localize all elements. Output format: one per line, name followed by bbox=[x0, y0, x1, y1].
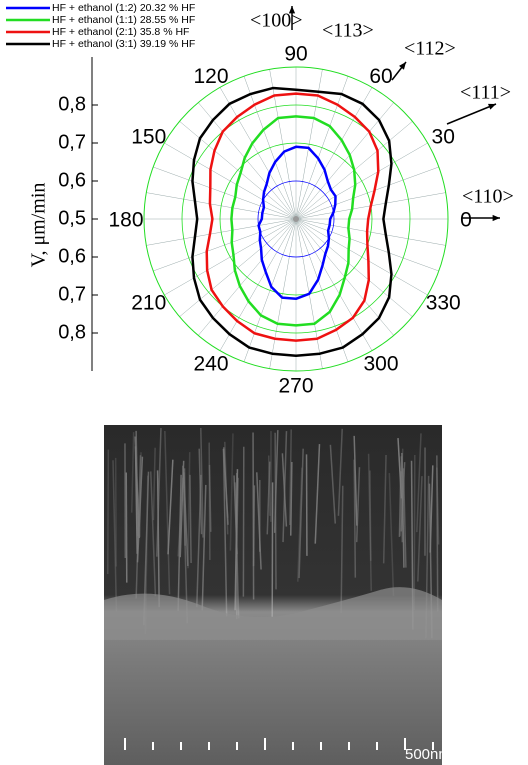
y-axis-title: V, μm/min bbox=[28, 183, 50, 268]
y-tick-label: 0,6 bbox=[58, 245, 86, 267]
sem-image: 500nm bbox=[104, 425, 451, 765]
arrow-head bbox=[488, 103, 496, 110]
theta-tick-label: 330 bbox=[426, 292, 461, 315]
theta-tick-label: 150 bbox=[131, 126, 166, 149]
theta-tick-label: 180 bbox=[108, 209, 143, 232]
direction-label: <100> bbox=[250, 10, 303, 32]
series-line bbox=[205, 92, 380, 342]
series-line bbox=[191, 86, 393, 358]
r-outer-circle bbox=[143, 66, 449, 372]
y-tick-label: 0,8 bbox=[58, 321, 86, 343]
theta-tick-label: 60 bbox=[369, 65, 392, 88]
y-tick-label: 0,7 bbox=[58, 283, 86, 305]
r-grid-circle bbox=[181, 104, 411, 334]
direction-label: <110> bbox=[462, 186, 514, 208]
theta-tick-label: 210 bbox=[131, 292, 166, 315]
arrow-head bbox=[288, 6, 296, 14]
arrow-head bbox=[399, 62, 406, 70]
series-line bbox=[257, 145, 337, 301]
direction-arrow bbox=[446, 103, 497, 125]
theta-tick-label: 240 bbox=[193, 352, 228, 375]
y-tick-label: 0,6 bbox=[58, 169, 86, 191]
scale-label: 500nm bbox=[405, 746, 451, 763]
theta-tick-label: 120 bbox=[193, 65, 228, 88]
y-tick-label: 0,5 bbox=[58, 207, 86, 229]
arrow-head bbox=[492, 214, 500, 222]
direction-label: <111> bbox=[460, 82, 511, 104]
theta-tick-label: 270 bbox=[278, 375, 313, 398]
legend-label: HF + ethanol (1:2) 20.32 % HF bbox=[52, 2, 195, 14]
theta-tick-label: 90 bbox=[284, 43, 307, 66]
y-tick-label: 0,8 bbox=[58, 93, 86, 115]
y-tick-label: 0,7 bbox=[58, 131, 86, 153]
legend-label: HF + ethanol (3:1) 39.19 % HF bbox=[52, 38, 195, 50]
series-line bbox=[230, 115, 357, 327]
theta-tick-label: 0 bbox=[460, 209, 472, 232]
direction-label: <113> bbox=[322, 20, 374, 42]
theta-tick-label: 300 bbox=[363, 352, 398, 375]
theta-tick-label: 30 bbox=[432, 126, 455, 149]
center bbox=[293, 216, 299, 222]
legend-label: HF + ethanol (2:1) 35.8 % HF bbox=[52, 26, 189, 38]
legend-label: HF + ethanol (1:1) 28.55 % HF bbox=[52, 14, 195, 26]
direction-label: <112> bbox=[404, 38, 456, 60]
r-grid-circle bbox=[257, 180, 335, 258]
r-grid-circle bbox=[219, 142, 373, 296]
